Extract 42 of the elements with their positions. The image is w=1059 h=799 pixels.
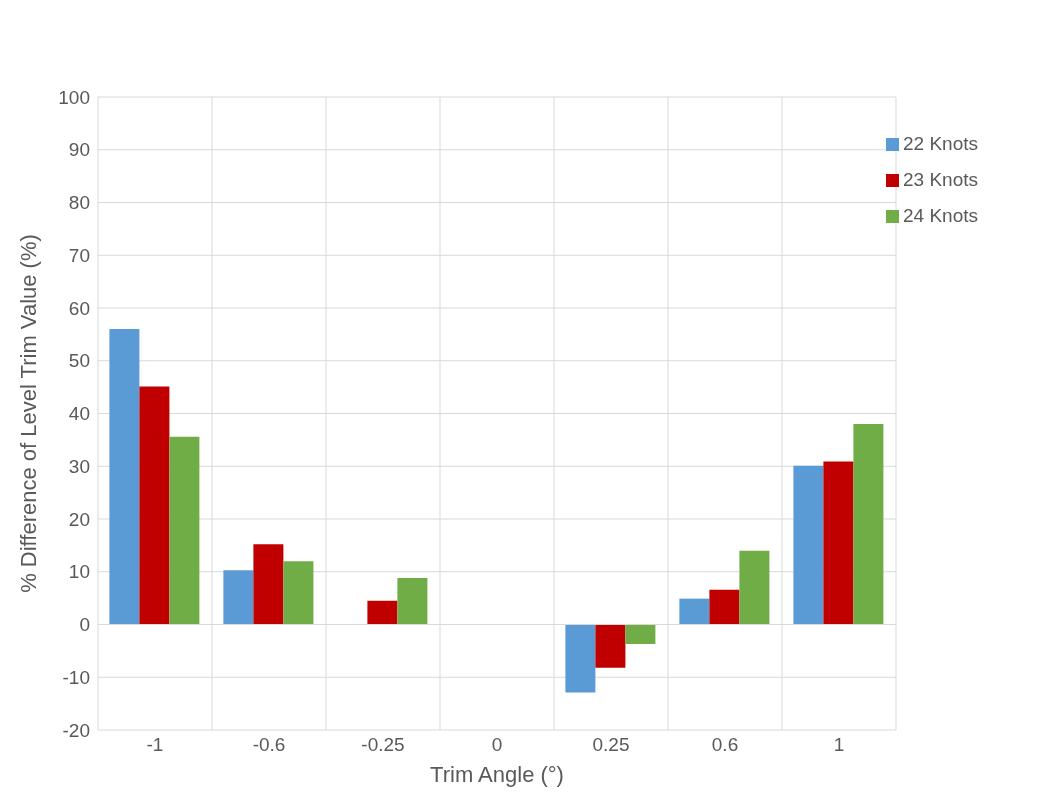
bar	[139, 386, 170, 625]
y-tick-label: 40	[68, 403, 90, 425]
y-tick-label: -20	[62, 719, 90, 741]
y-tick-label: 10	[68, 561, 90, 583]
y-tick-label: 80	[68, 192, 90, 214]
bar	[397, 578, 428, 625]
bar	[223, 570, 254, 625]
bar	[595, 624, 626, 668]
bar	[793, 465, 824, 625]
legend-label: 22 Knots	[903, 133, 978, 154]
y-tick-label: 100	[58, 86, 90, 108]
y-tick-label: 90	[68, 139, 90, 161]
x-tick-label: -1	[146, 734, 164, 756]
bar	[169, 436, 200, 625]
y-axis-title: % Difference of Level Trim Value (%)	[15, 234, 41, 593]
bar	[739, 550, 770, 625]
y-tick-label: 0	[79, 614, 90, 636]
legend-label: 24 Knots	[903, 205, 978, 226]
bar	[625, 624, 656, 645]
y-tick-label: 70	[68, 244, 90, 266]
x-tick-label: -0.6	[252, 734, 286, 756]
legend-label: 23 Knots	[903, 169, 978, 190]
x-tick-label: 0	[491, 734, 503, 756]
x-tick-label: 1	[833, 734, 845, 756]
y-tick-label: -10	[62, 666, 90, 688]
bar	[679, 598, 710, 625]
y-tick-label: 30	[68, 455, 90, 477]
x-tick-label: 0.25	[592, 734, 630, 756]
bar	[109, 329, 140, 625]
bar	[283, 561, 314, 625]
x-tick-label: 0.6	[711, 734, 739, 756]
x-tick-label: -0.25	[361, 734, 405, 756]
y-tick-label: 50	[68, 350, 90, 372]
bar	[709, 589, 740, 625]
x-axis-title: Trim Angle (°)	[430, 762, 564, 787]
bar	[853, 424, 884, 625]
bar	[823, 461, 854, 625]
bar	[367, 600, 398, 625]
y-tick-label: 20	[68, 508, 90, 530]
bar	[253, 544, 284, 625]
y-tick-label: 60	[68, 297, 90, 319]
bar	[565, 624, 596, 693]
